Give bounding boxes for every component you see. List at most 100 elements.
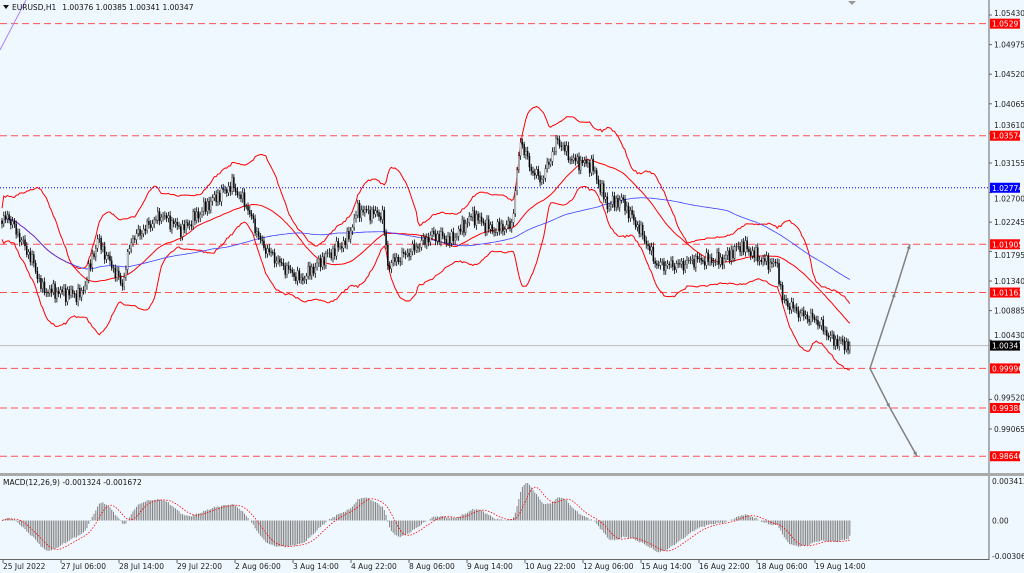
candle-body <box>268 248 271 253</box>
candle-body <box>298 270 301 281</box>
candle-body <box>422 236 425 241</box>
candle-body <box>700 258 702 261</box>
candle-body <box>638 224 640 234</box>
candle-body <box>158 211 161 222</box>
candle-body <box>594 170 596 172</box>
candle-body <box>567 145 570 161</box>
arrow-head-icon <box>913 451 917 457</box>
candle-body <box>456 236 458 238</box>
candle-body <box>249 210 251 215</box>
price-level-tag <box>990 451 1020 462</box>
candle-body <box>13 221 16 225</box>
candle-body <box>843 341 846 350</box>
candle-body <box>512 213 515 223</box>
candle-body <box>682 261 685 271</box>
candle-body <box>203 201 205 212</box>
trend-line[interactable] <box>0 0 27 51</box>
candle-body <box>247 206 249 211</box>
price-tick-label: 1.02700 <box>994 194 1024 203</box>
candle-body <box>583 160 586 163</box>
candle-body <box>431 231 433 236</box>
candle-body <box>472 210 474 218</box>
price-tick-label: 1.04975 <box>994 41 1024 50</box>
candle-body <box>3 215 5 224</box>
dropdown-icon[interactable] <box>3 5 9 9</box>
candle-body <box>765 255 768 262</box>
candle-body <box>665 265 667 271</box>
candle-body <box>362 209 364 213</box>
candle-body <box>728 250 731 261</box>
bollinger-upper-band <box>1 105 851 304</box>
candle-body <box>666 263 669 266</box>
candle-body <box>618 199 621 208</box>
candle-body <box>68 289 71 296</box>
candle-body <box>526 151 529 157</box>
time-axis: 25 Jul 2022 27 Jul 06:00 28 Jul 14:00 29 Ju… <box>2 559 866 571</box>
candle-body <box>418 247 421 249</box>
candle-body <box>604 196 607 200</box>
candle-body <box>693 258 695 268</box>
candle-body <box>245 206 248 208</box>
candle-body <box>18 232 21 243</box>
candle-body <box>226 189 228 193</box>
candle-body <box>546 162 548 169</box>
candle-body <box>125 269 127 278</box>
candle-body <box>22 239 24 241</box>
candle-body <box>403 252 405 254</box>
candle-body <box>680 261 683 265</box>
candle-body <box>808 319 810 322</box>
candle-body <box>820 319 823 326</box>
candle-body <box>293 272 295 277</box>
candle-body <box>220 188 223 202</box>
candle-body <box>84 285 86 291</box>
candle-body <box>121 282 124 287</box>
candle-body <box>576 156 579 162</box>
candle-body <box>725 255 727 259</box>
candle-body <box>197 211 200 219</box>
macd-signal-line <box>1 486 850 552</box>
candle-body <box>778 263 780 285</box>
candle-body <box>137 229 140 234</box>
candle-body <box>764 258 766 262</box>
candle-body <box>167 215 170 219</box>
candle-body <box>4 215 7 220</box>
candle-body <box>624 198 626 211</box>
candle-body <box>355 215 357 219</box>
candle-body <box>751 250 754 256</box>
candle-body <box>842 339 844 342</box>
candle-body <box>562 145 564 147</box>
candle-body <box>689 259 692 261</box>
candle-body <box>95 248 97 257</box>
candle-body <box>572 157 575 161</box>
candle-body <box>749 251 752 256</box>
candle-body <box>256 231 258 234</box>
price-tick-label: 1.05430 <box>994 9 1024 18</box>
candle-body <box>544 168 547 179</box>
candle-body <box>613 195 616 208</box>
candle-body <box>185 222 187 230</box>
candle-body <box>737 245 740 247</box>
candle-body <box>358 203 361 218</box>
candle-body <box>305 275 308 280</box>
candle-body <box>461 219 463 232</box>
candle-body <box>672 260 674 267</box>
candle-body <box>627 205 630 219</box>
candle-body <box>535 169 538 176</box>
candle-body <box>383 209 386 233</box>
candle-body <box>450 231 453 244</box>
candle-body <box>500 223 502 232</box>
price-level-tag <box>990 130 1020 141</box>
candle-body <box>457 228 460 237</box>
candle-body <box>774 261 777 263</box>
panel-separator[interactable] <box>0 473 1024 476</box>
price-level-label: 1.05297 <box>992 20 1023 29</box>
projection-arrow-segment <box>894 244 911 293</box>
candle-body <box>36 271 39 279</box>
candle-body <box>201 211 203 215</box>
candle-body <box>443 235 446 240</box>
shift-marker-icon[interactable] <box>848 1 856 5</box>
candle-body <box>670 260 672 265</box>
candle-body <box>1 220 3 224</box>
indicator-lines <box>1 105 851 371</box>
